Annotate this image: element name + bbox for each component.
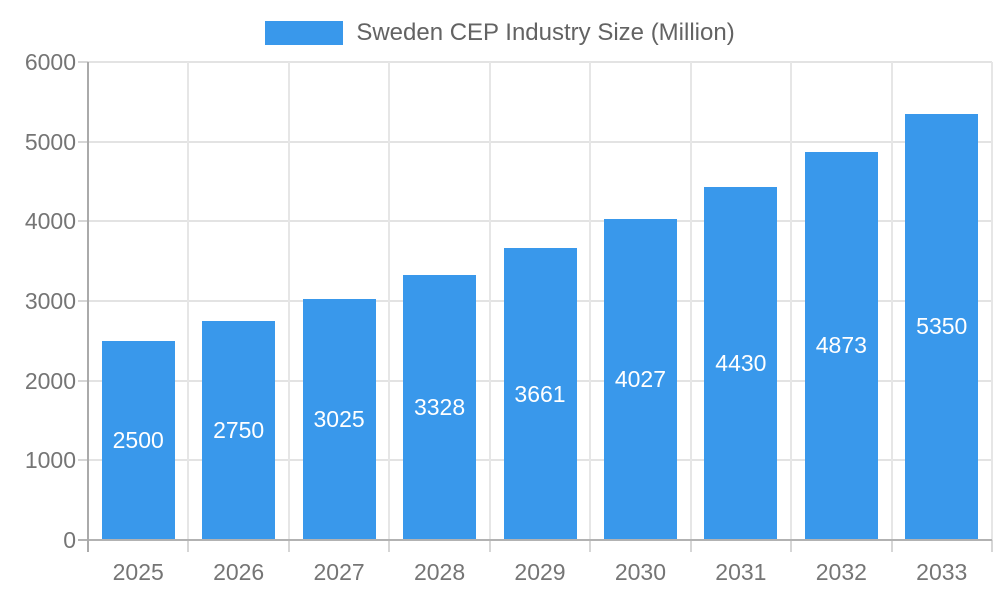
bar-2030: 4027 [603,219,677,540]
x-axis-tick [187,540,190,552]
x-tick-label: 2029 [514,559,566,585]
x-axis-tick [790,540,793,552]
legend: Sweden CEP Industry Size (Million) [0,19,1000,47]
x-axis-tick [689,540,692,552]
y-tick-label: 0 [63,527,76,553]
x-axis-tick [991,540,993,552]
gridline-vertical [991,62,993,540]
y-tick-label: 3000 [24,288,76,314]
gridline-vertical [689,62,692,540]
bar-2028: 3328 [403,274,477,540]
y-axis-tick [78,459,88,462]
x-tick-label: 2030 [614,559,667,585]
bar-2025: 2500 [101,340,175,540]
bar-2029: 3661 [503,248,577,540]
plot-area: 2500 2750 3025 3328 3661 4027 4430 4873 5350 [78,61,993,552]
x-axis-tick [890,540,893,552]
bar-value-label: 2750 [213,416,265,443]
gridline-horizontal [88,220,992,223]
x-axis-tick [388,540,391,552]
legend-swatch [265,21,344,45]
y-axis-tick [78,220,88,223]
x-axis-tick [488,540,491,552]
gridline-vertical [790,62,793,540]
gridline-horizontal [88,61,992,63]
x-tick-label: 2033 [916,559,968,585]
x-tick-label: 2026 [213,559,265,585]
bar-2033: 5350 [905,113,979,540]
gridline-vertical [890,62,893,540]
y-axis-tick [78,300,88,302]
x-axis-line [78,539,992,541]
bar-value-label: 5350 [916,313,968,340]
gridline-vertical [488,62,491,540]
y-tick-label: 6000 [24,49,76,75]
x-axis-tick [287,540,290,552]
bar-2032: 4873 [804,151,878,540]
x-tick-label: 2028 [413,559,466,585]
x-tick-label: 2031 [715,559,767,585]
bar-2031: 4430 [704,187,778,540]
x-tick-label: 2025 [112,559,164,585]
bar-2027: 3025 [302,299,376,540]
gridline-vertical [388,62,391,540]
legend-label: Sweden CEP Industry Size (Million) [356,19,735,46]
bar-value-label: 3661 [514,380,566,407]
y-tick-label: 5000 [24,128,76,155]
bar-value-label: 3025 [313,406,365,432]
y-axis-tick [78,379,88,382]
bar-2026: 2750 [202,320,276,540]
x-tick-label: 2027 [313,559,365,585]
bar-value-label: 4430 [715,350,767,377]
gridline-vertical [589,62,592,540]
y-axis-tick [78,61,88,63]
y-axis-tick [78,140,88,143]
y-tick-label: 1000 [24,447,76,474]
gridline-horizontal [88,140,992,143]
gridline-vertical [287,62,290,540]
x-tick-label: 2032 [815,559,867,585]
bar-value-label: 4873 [815,332,867,359]
bar-value-label: 2500 [112,426,164,453]
x-axis-tick [589,540,592,552]
gridline-vertical [187,62,190,540]
y-tick-label: 4000 [24,208,76,235]
bar-value-label: 4027 [614,366,667,393]
y-tick-label: 2000 [24,367,76,394]
y-axis-line [87,62,89,552]
bar-value-label: 3328 [413,393,466,420]
